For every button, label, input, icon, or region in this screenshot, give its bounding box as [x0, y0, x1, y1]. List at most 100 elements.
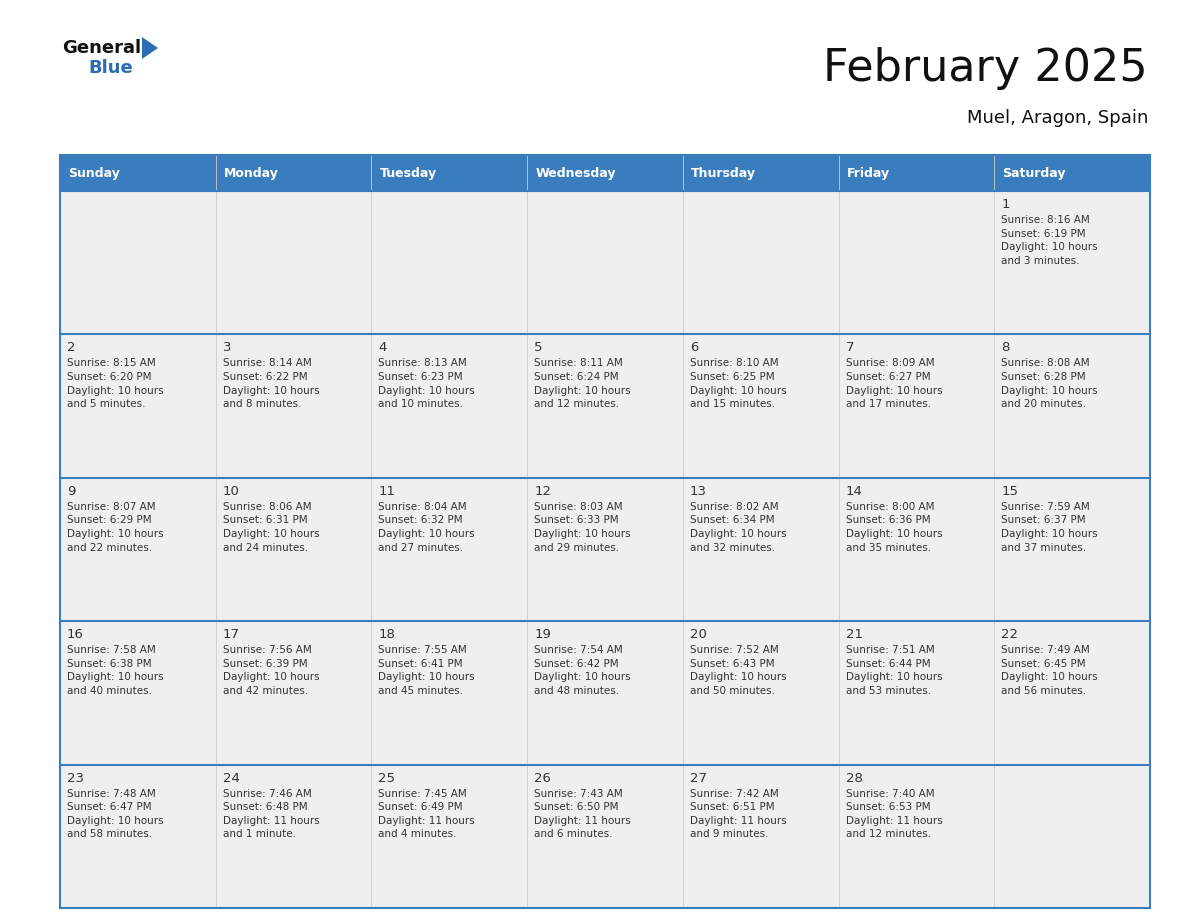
Text: 18: 18: [379, 628, 396, 641]
Text: Sunday: Sunday: [68, 166, 120, 180]
Text: Tuesday: Tuesday: [379, 166, 436, 180]
Text: Sunrise: 7:59 AM
Sunset: 6:37 PM
Daylight: 10 hours
and 37 minutes.: Sunrise: 7:59 AM Sunset: 6:37 PM Dayligh…: [1001, 502, 1098, 553]
Text: Sunrise: 8:02 AM
Sunset: 6:34 PM
Daylight: 10 hours
and 32 minutes.: Sunrise: 8:02 AM Sunset: 6:34 PM Dayligh…: [690, 502, 786, 553]
Bar: [216, 334, 372, 477]
Bar: [216, 191, 372, 334]
Text: Sunrise: 7:51 AM
Sunset: 6:44 PM
Daylight: 10 hours
and 53 minutes.: Sunrise: 7:51 AM Sunset: 6:44 PM Dayligh…: [846, 645, 942, 696]
Bar: [61, 191, 216, 334]
Text: 14: 14: [846, 485, 862, 498]
Text: 28: 28: [846, 772, 862, 785]
Text: Sunrise: 7:43 AM
Sunset: 6:50 PM
Daylight: 11 hours
and 6 minutes.: Sunrise: 7:43 AM Sunset: 6:50 PM Dayligh…: [535, 789, 631, 839]
Text: Muel, Aragon, Spain: Muel, Aragon, Spain: [967, 109, 1148, 127]
Text: 16: 16: [67, 628, 84, 641]
Bar: [839, 477, 994, 621]
Bar: [839, 334, 994, 477]
Bar: [683, 155, 839, 191]
Text: 13: 13: [690, 485, 707, 498]
Text: 26: 26: [535, 772, 551, 785]
Text: Sunrise: 8:06 AM
Sunset: 6:31 PM
Daylight: 10 hours
and 24 minutes.: Sunrise: 8:06 AM Sunset: 6:31 PM Dayligh…: [222, 502, 320, 553]
Text: 25: 25: [379, 772, 396, 785]
Text: Sunrise: 7:46 AM
Sunset: 6:48 PM
Daylight: 11 hours
and 1 minute.: Sunrise: 7:46 AM Sunset: 6:48 PM Dayligh…: [222, 789, 320, 839]
Bar: [372, 334, 527, 477]
Text: 24: 24: [222, 772, 240, 785]
Bar: [527, 334, 683, 477]
Text: 17: 17: [222, 628, 240, 641]
Text: 6: 6: [690, 341, 699, 354]
Bar: [994, 477, 1150, 621]
Bar: [216, 155, 372, 191]
Bar: [527, 155, 683, 191]
Text: Sunrise: 7:42 AM
Sunset: 6:51 PM
Daylight: 11 hours
and 9 minutes.: Sunrise: 7:42 AM Sunset: 6:51 PM Dayligh…: [690, 789, 786, 839]
Bar: [61, 477, 216, 621]
Bar: [839, 765, 994, 908]
Bar: [61, 334, 216, 477]
Bar: [839, 621, 994, 765]
Bar: [216, 621, 372, 765]
Bar: [527, 621, 683, 765]
Text: February 2025: February 2025: [823, 47, 1148, 89]
Bar: [527, 477, 683, 621]
Text: 5: 5: [535, 341, 543, 354]
Text: 22: 22: [1001, 628, 1018, 641]
Bar: [61, 765, 216, 908]
Text: Sunrise: 7:52 AM
Sunset: 6:43 PM
Daylight: 10 hours
and 50 minutes.: Sunrise: 7:52 AM Sunset: 6:43 PM Dayligh…: [690, 645, 786, 696]
Bar: [216, 765, 372, 908]
Text: Sunrise: 8:15 AM
Sunset: 6:20 PM
Daylight: 10 hours
and 5 minutes.: Sunrise: 8:15 AM Sunset: 6:20 PM Dayligh…: [67, 358, 164, 409]
Bar: [683, 621, 839, 765]
Bar: [372, 765, 527, 908]
Text: Sunrise: 7:40 AM
Sunset: 6:53 PM
Daylight: 11 hours
and 12 minutes.: Sunrise: 7:40 AM Sunset: 6:53 PM Dayligh…: [846, 789, 942, 839]
Bar: [61, 155, 216, 191]
Text: 9: 9: [67, 485, 75, 498]
Text: 4: 4: [379, 341, 387, 354]
Text: 10: 10: [222, 485, 240, 498]
Bar: [683, 334, 839, 477]
Text: Sunrise: 8:16 AM
Sunset: 6:19 PM
Daylight: 10 hours
and 3 minutes.: Sunrise: 8:16 AM Sunset: 6:19 PM Dayligh…: [1001, 215, 1098, 266]
Bar: [527, 191, 683, 334]
Bar: [372, 155, 527, 191]
Text: Sunrise: 8:04 AM
Sunset: 6:32 PM
Daylight: 10 hours
and 27 minutes.: Sunrise: 8:04 AM Sunset: 6:32 PM Dayligh…: [379, 502, 475, 553]
Text: Saturday: Saturday: [1003, 166, 1066, 180]
Bar: [994, 155, 1150, 191]
Text: Sunrise: 7:55 AM
Sunset: 6:41 PM
Daylight: 10 hours
and 45 minutes.: Sunrise: 7:55 AM Sunset: 6:41 PM Dayligh…: [379, 645, 475, 696]
Text: 15: 15: [1001, 485, 1018, 498]
Bar: [527, 765, 683, 908]
Text: Sunrise: 8:13 AM
Sunset: 6:23 PM
Daylight: 10 hours
and 10 minutes.: Sunrise: 8:13 AM Sunset: 6:23 PM Dayligh…: [379, 358, 475, 409]
Bar: [839, 191, 994, 334]
Text: Sunrise: 7:54 AM
Sunset: 6:42 PM
Daylight: 10 hours
and 48 minutes.: Sunrise: 7:54 AM Sunset: 6:42 PM Dayligh…: [535, 645, 631, 696]
Text: Sunrise: 7:45 AM
Sunset: 6:49 PM
Daylight: 11 hours
and 4 minutes.: Sunrise: 7:45 AM Sunset: 6:49 PM Dayligh…: [379, 789, 475, 839]
Text: 12: 12: [535, 485, 551, 498]
Text: Sunrise: 8:14 AM
Sunset: 6:22 PM
Daylight: 10 hours
and 8 minutes.: Sunrise: 8:14 AM Sunset: 6:22 PM Dayligh…: [222, 358, 320, 409]
Bar: [61, 621, 216, 765]
Text: Sunrise: 8:09 AM
Sunset: 6:27 PM
Daylight: 10 hours
and 17 minutes.: Sunrise: 8:09 AM Sunset: 6:27 PM Dayligh…: [846, 358, 942, 409]
Text: 27: 27: [690, 772, 707, 785]
Text: Sunrise: 7:58 AM
Sunset: 6:38 PM
Daylight: 10 hours
and 40 minutes.: Sunrise: 7:58 AM Sunset: 6:38 PM Dayligh…: [67, 645, 164, 696]
Text: Sunrise: 7:49 AM
Sunset: 6:45 PM
Daylight: 10 hours
and 56 minutes.: Sunrise: 7:49 AM Sunset: 6:45 PM Dayligh…: [1001, 645, 1098, 696]
Bar: [372, 477, 527, 621]
Text: Sunrise: 7:56 AM
Sunset: 6:39 PM
Daylight: 10 hours
and 42 minutes.: Sunrise: 7:56 AM Sunset: 6:39 PM Dayligh…: [222, 645, 320, 696]
Text: Sunrise: 8:10 AM
Sunset: 6:25 PM
Daylight: 10 hours
and 15 minutes.: Sunrise: 8:10 AM Sunset: 6:25 PM Dayligh…: [690, 358, 786, 409]
Bar: [683, 477, 839, 621]
Text: 8: 8: [1001, 341, 1010, 354]
Text: 23: 23: [67, 772, 84, 785]
Bar: [839, 155, 994, 191]
Bar: [994, 765, 1150, 908]
Polygon shape: [143, 37, 158, 59]
Bar: [683, 191, 839, 334]
Text: 7: 7: [846, 341, 854, 354]
Text: Wednesday: Wednesday: [535, 166, 615, 180]
Text: 20: 20: [690, 628, 707, 641]
Text: Friday: Friday: [847, 166, 890, 180]
Text: Blue: Blue: [88, 59, 133, 77]
Text: Sunrise: 8:00 AM
Sunset: 6:36 PM
Daylight: 10 hours
and 35 minutes.: Sunrise: 8:00 AM Sunset: 6:36 PM Dayligh…: [846, 502, 942, 553]
Bar: [994, 334, 1150, 477]
Text: 19: 19: [535, 628, 551, 641]
Bar: [372, 621, 527, 765]
Bar: [994, 621, 1150, 765]
Text: Sunrise: 7:48 AM
Sunset: 6:47 PM
Daylight: 10 hours
and 58 minutes.: Sunrise: 7:48 AM Sunset: 6:47 PM Dayligh…: [67, 789, 164, 839]
Text: 11: 11: [379, 485, 396, 498]
Text: 2: 2: [67, 341, 76, 354]
Text: Sunrise: 8:11 AM
Sunset: 6:24 PM
Daylight: 10 hours
and 12 minutes.: Sunrise: 8:11 AM Sunset: 6:24 PM Dayligh…: [535, 358, 631, 409]
Bar: [683, 765, 839, 908]
Text: Sunrise: 8:08 AM
Sunset: 6:28 PM
Daylight: 10 hours
and 20 minutes.: Sunrise: 8:08 AM Sunset: 6:28 PM Dayligh…: [1001, 358, 1098, 409]
Text: Thursday: Thursday: [691, 166, 756, 180]
